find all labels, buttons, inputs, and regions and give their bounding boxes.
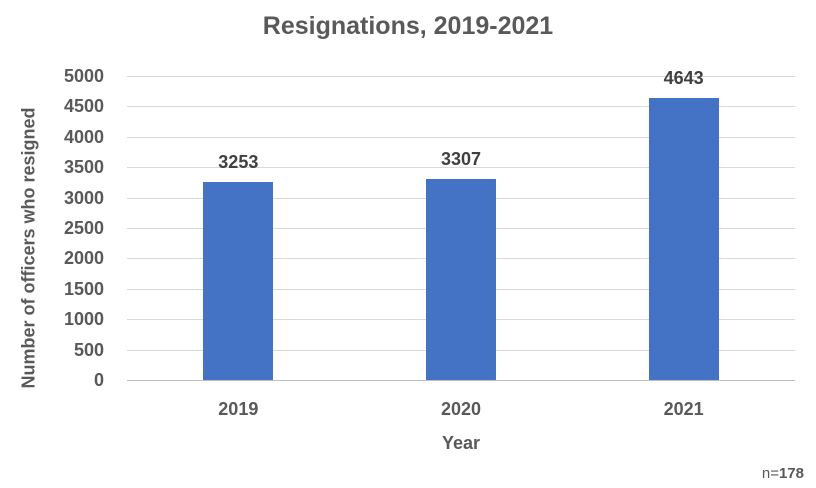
sample-size-value: 178	[778, 465, 804, 482]
gridline	[127, 167, 795, 168]
y-tick-label: 2000	[63, 248, 104, 269]
bar	[203, 182, 274, 380]
y-tick-label: 500	[73, 339, 104, 360]
x-axis-title: Year	[441, 433, 481, 453]
y-axis: 0 500 1000 1500 2000 2500 3000 3500 4000 4500 5000	[0, 66, 104, 390]
x-tick-label: 2020	[440, 399, 482, 419]
y-tick-label: 1000	[63, 309, 104, 330]
gridline	[127, 137, 795, 138]
gridline	[127, 76, 795, 77]
gridline	[127, 106, 795, 107]
bar	[426, 178, 496, 380]
y-tick-label: 4500	[63, 96, 104, 117]
y-tick-label: 2500	[63, 218, 104, 238]
y-tick-label: 0	[93, 370, 104, 390]
plot-area: 3253 3307 4643	[127, 68, 795, 381]
x-tick-label: 2021	[663, 399, 704, 419]
x-axis: 2019 2020 2021	[127, 399, 795, 423]
x-tick-label: 2019	[218, 399, 259, 419]
y-tick-label: 5000	[63, 66, 104, 86]
y-tick-label: 1500	[63, 278, 104, 299]
y-tick-label: 4000	[63, 126, 104, 147]
sample-size-prefix: n=	[761, 465, 779, 482]
chart-title: Resignations, 2019-2021	[262, 12, 554, 40]
y-tick-label: 3000	[63, 187, 104, 208]
y-tick-label: 3500	[63, 157, 104, 178]
bar-value-label: 4643	[663, 67, 704, 88]
bar	[648, 97, 719, 380]
bar-value-label: 3253	[218, 152, 259, 173]
sample-size-note: n=178	[762, 465, 804, 482]
bar-value-label: 3307	[440, 148, 482, 169]
gridline	[127, 380, 795, 381]
